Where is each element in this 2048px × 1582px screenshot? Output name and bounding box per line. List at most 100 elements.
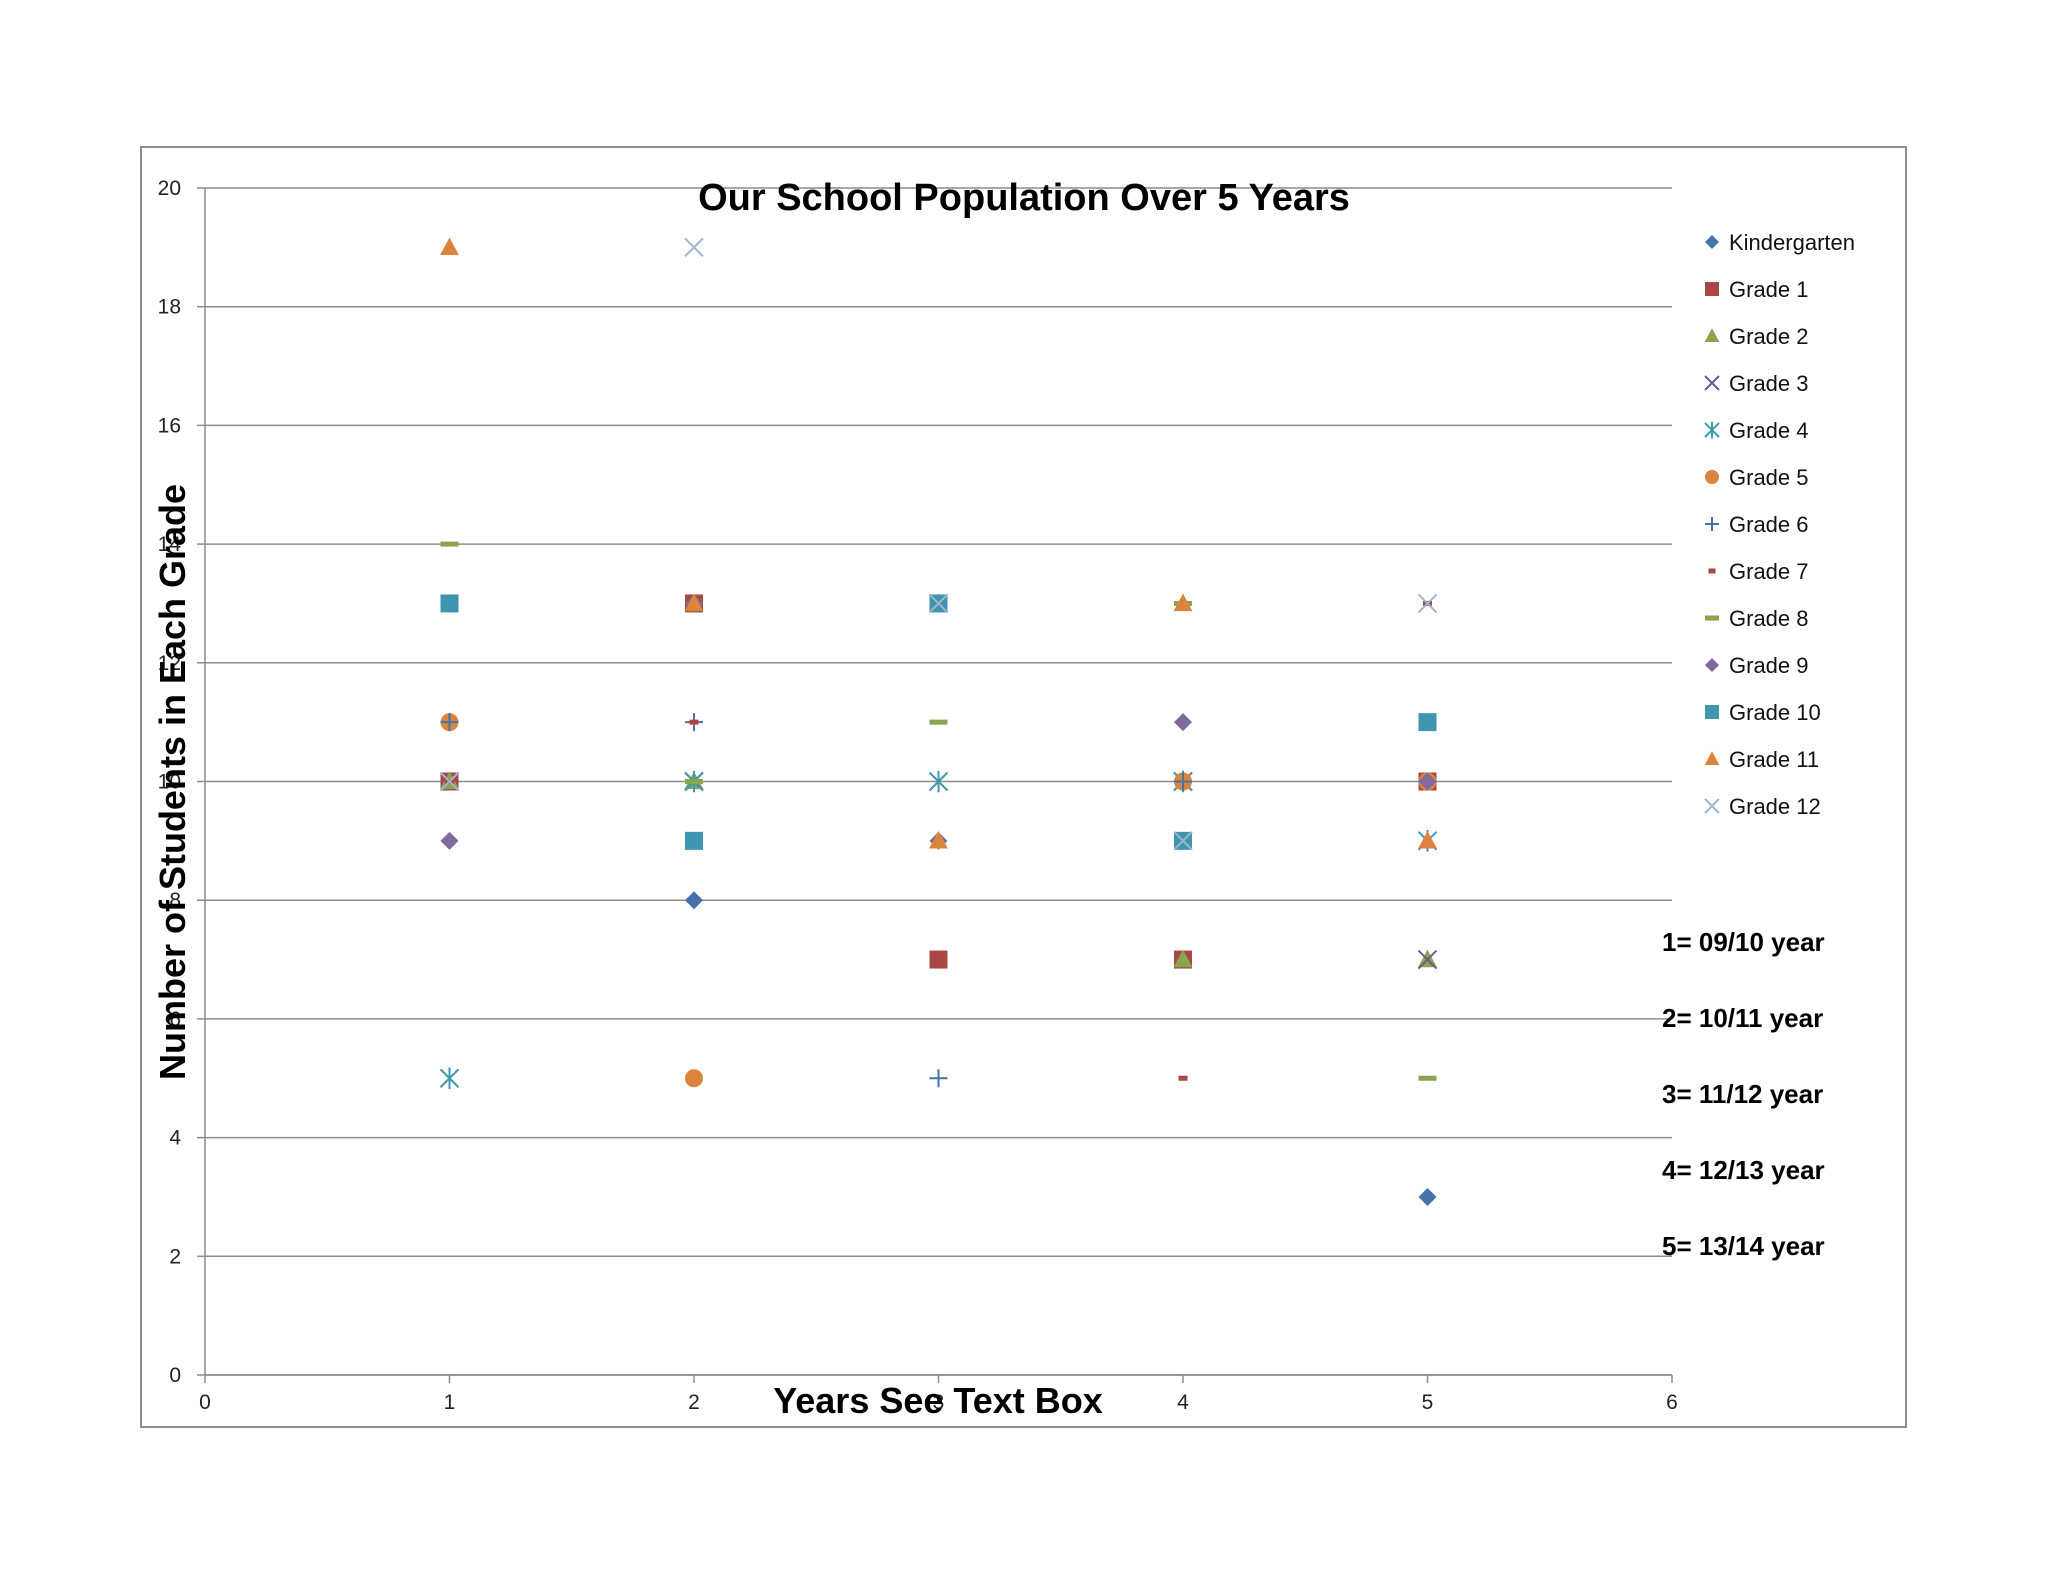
year-key-line-1: 1= 09/10 year bbox=[1662, 927, 1825, 957]
legend-item: Grade 3 bbox=[1704, 371, 1809, 396]
legend-item: Grade 10 bbox=[1705, 700, 1821, 725]
legend-marker bbox=[1705, 615, 1719, 621]
legend-label: Grade 8 bbox=[1729, 606, 1809, 631]
legend-marker bbox=[1705, 470, 1719, 484]
x-tick-label: 1 bbox=[444, 1391, 456, 1414]
data-point bbox=[685, 831, 703, 850]
data-point bbox=[689, 719, 699, 725]
x-tick-label: 2 bbox=[688, 1391, 700, 1414]
y-tick-label: 10 bbox=[158, 771, 181, 794]
y-axis-title: Number of Students in Each Grade bbox=[152, 484, 193, 1080]
data-point bbox=[928, 593, 949, 614]
data-point bbox=[1418, 1075, 1437, 1081]
data-point bbox=[929, 719, 948, 725]
legend-label: Grade 4 bbox=[1729, 418, 1809, 443]
legend-label: Grade 11 bbox=[1729, 747, 1819, 772]
legend-marker bbox=[1705, 705, 1719, 719]
legend-item: Grade 11 bbox=[1704, 747, 1819, 772]
year-key-line-3: 3= 11/12 year bbox=[1662, 1079, 1823, 1109]
data-point bbox=[439, 771, 460, 792]
legend-item: Grade 12 bbox=[1704, 794, 1821, 819]
data-point bbox=[1418, 830, 1437, 849]
x-tick-label: 4 bbox=[1177, 1391, 1189, 1414]
legend-label: Grade 7 bbox=[1729, 559, 1809, 584]
legend-label: Grade 1 bbox=[1729, 277, 1809, 302]
data-point bbox=[1174, 772, 1192, 791]
data-point bbox=[685, 891, 703, 910]
x-tick-label: 6 bbox=[1666, 1391, 1678, 1414]
legend-label: Grade 6 bbox=[1729, 512, 1809, 537]
y-tick-label: 16 bbox=[158, 414, 181, 437]
year-key-line-4: 4= 12/13 year bbox=[1662, 1155, 1825, 1185]
y-tick-label: 18 bbox=[158, 296, 181, 319]
legend-item: Kindergarten bbox=[1705, 230, 1855, 255]
legend-marker bbox=[1705, 282, 1719, 296]
data-point bbox=[440, 541, 459, 547]
data-point bbox=[1173, 593, 1193, 612]
data-point bbox=[1178, 1075, 1188, 1081]
data-point bbox=[1173, 831, 1193, 851]
legend: Kindergarten Grade 1 Grade 2 Grade 3 Grade 4… bbox=[1704, 230, 1855, 819]
data-point bbox=[440, 831, 459, 850]
legend-item: Grade 2 bbox=[1704, 324, 1809, 349]
axes bbox=[204, 188, 1673, 1383]
x-tick-label: 0 bbox=[199, 1391, 211, 1414]
legend-marker bbox=[1705, 517, 1719, 531]
x-axis-title: Years See Text Box bbox=[773, 1380, 1103, 1421]
data-point bbox=[929, 950, 948, 969]
legend-item: Grade 6 bbox=[1705, 512, 1809, 537]
data-point bbox=[1174, 713, 1192, 732]
legend-item: Grade 8 bbox=[1705, 606, 1809, 631]
data-point bbox=[1418, 713, 1437, 732]
year-key-line-2: 2= 10/11 year bbox=[1662, 1003, 1823, 1033]
legend-label: Grade 2 bbox=[1729, 324, 1809, 349]
legend-item: Grade 1 bbox=[1705, 277, 1809, 302]
legend-label: Grade 12 bbox=[1729, 794, 1821, 819]
legend-marker bbox=[1705, 235, 1719, 249]
legend-marker bbox=[1704, 375, 1720, 391]
chart-title: Our School Population Over 5 Years bbox=[698, 177, 1350, 219]
legend-label: Grade 9 bbox=[1729, 653, 1809, 678]
y-tick-label: 4 bbox=[169, 1127, 181, 1150]
data-point bbox=[1418, 772, 1437, 791]
legend-marker bbox=[1708, 568, 1716, 574]
y-tick-label: 0 bbox=[169, 1364, 181, 1387]
year-key-line-5: 5= 13/14 year bbox=[1662, 1231, 1825, 1261]
legend-label: Grade 3 bbox=[1729, 371, 1809, 396]
data-point bbox=[440, 594, 459, 613]
data-point bbox=[685, 779, 703, 784]
legend-item: Grade 9 bbox=[1705, 653, 1809, 678]
y-tick-label: 20 bbox=[158, 177, 181, 200]
data-point bbox=[929, 1069, 948, 1088]
x-tick-labels: 0 1 2 3 4 5 6 bbox=[199, 1391, 1678, 1414]
data-point bbox=[1417, 593, 1438, 614]
legend-marker bbox=[1704, 421, 1720, 439]
legend-marker bbox=[1705, 658, 1719, 672]
data-point bbox=[1418, 1187, 1437, 1206]
data-point bbox=[440, 237, 459, 255]
legend-label: Grade 10 bbox=[1729, 700, 1821, 725]
data-points bbox=[439, 237, 1438, 1206]
series-grade-11 bbox=[440, 237, 1437, 849]
legend-item: Grade 7 bbox=[1708, 559, 1809, 584]
series-grade-12 bbox=[439, 237, 1438, 851]
data-point bbox=[1173, 949, 1193, 968]
data-point bbox=[440, 713, 459, 732]
x-tick-label: 3 bbox=[933, 1391, 945, 1414]
data-point bbox=[684, 237, 704, 258]
y-tick-label: 14 bbox=[158, 533, 182, 556]
data-point bbox=[685, 1069, 703, 1088]
data-point bbox=[684, 593, 704, 612]
y-tick-label: 2 bbox=[169, 1245, 181, 1268]
legend-marker bbox=[1704, 328, 1720, 342]
y-tick-label: 12 bbox=[158, 652, 181, 675]
y-tick-label: 8 bbox=[169, 889, 181, 912]
legend-marker bbox=[1704, 751, 1720, 765]
data-point bbox=[929, 830, 948, 849]
legend-item: Grade 4 bbox=[1704, 418, 1809, 443]
legend-label: Grade 5 bbox=[1729, 465, 1809, 490]
y-tick-label: 6 bbox=[169, 1008, 181, 1031]
legend-marker bbox=[1704, 798, 1720, 814]
x-tick-label: 5 bbox=[1422, 1391, 1434, 1414]
